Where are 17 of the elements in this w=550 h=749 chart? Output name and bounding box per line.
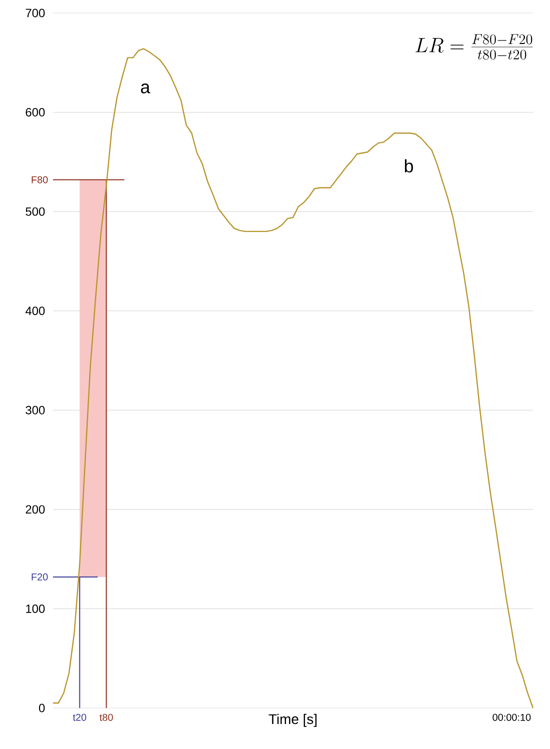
y-tick-label: 400 (25, 306, 45, 316)
x-tick-label: t20 (72, 714, 86, 721)
y-tick-label: 200 (26, 505, 45, 514)
y-tick-label: 100 (26, 604, 45, 613)
y-tick-label: 600 (26, 108, 45, 117)
y-tick-label: 700 (26, 8, 45, 18)
annotation: b (404, 159, 413, 172)
ref-line-label: F20 (32, 573, 48, 580)
annotation: $LR=\frac{F80-F20}{t80-t20}$ (415, 34, 533, 60)
y-tick-label: 500 (26, 207, 45, 216)
x-tick-label: t80 (100, 714, 113, 721)
annotation: a (140, 84, 150, 94)
ref-line-label: F80 (32, 176, 48, 184)
y-tick-label: 300 (26, 406, 45, 414)
x-tick-label: 00:00:10 (492, 714, 531, 721)
y-tick-label: 0 (38, 704, 45, 712)
x-axis-title: Time [s] (268, 714, 317, 727)
